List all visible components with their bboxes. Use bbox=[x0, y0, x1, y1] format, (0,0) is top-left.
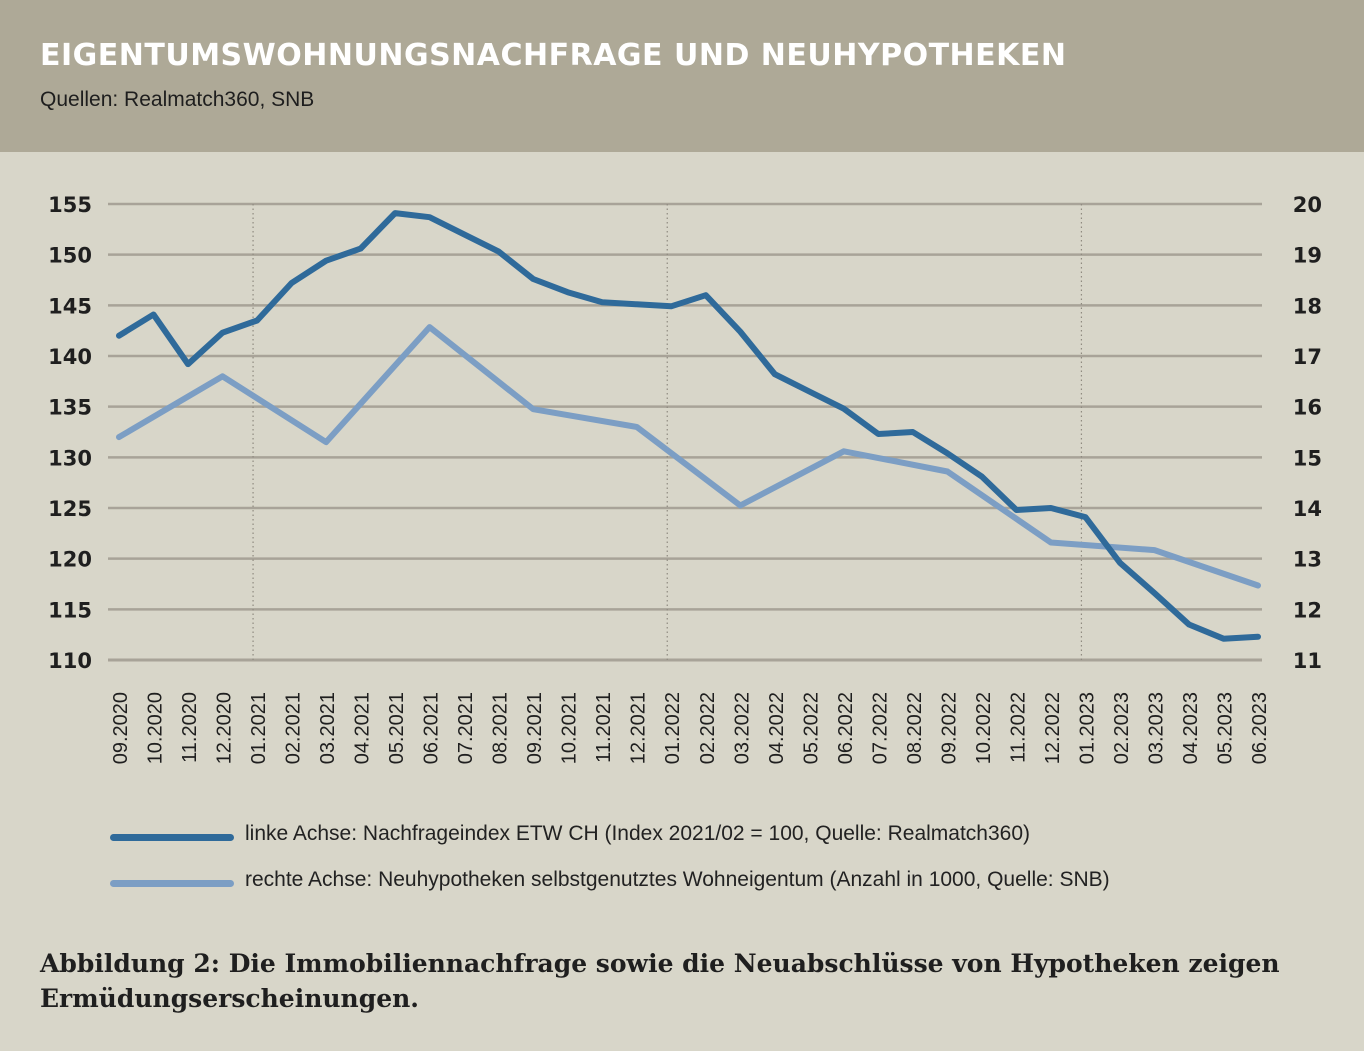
series-lines bbox=[116, 210, 1261, 642]
series-line-demand-index bbox=[116, 210, 1261, 642]
x-tick-label: 06.2021 bbox=[421, 692, 443, 764]
x-tick-label: 07.2021 bbox=[455, 692, 477, 764]
x-tick-label: 10.2021 bbox=[559, 692, 581, 764]
x-tick-label: 03.2022 bbox=[731, 692, 753, 764]
x-tick-label: 12.2020 bbox=[214, 692, 236, 764]
x-tick-label: 01.2022 bbox=[662, 692, 684, 764]
left-axis-ticks: 155 150 145 140 135 130 125 120 115 110 bbox=[48, 193, 92, 673]
legend-swatch-demand-index bbox=[110, 834, 234, 841]
x-tick-label: 04.2021 bbox=[352, 692, 374, 764]
x-tick-label: 04.2022 bbox=[766, 692, 788, 764]
x-tick-label: 03.2023 bbox=[1145, 692, 1167, 764]
legend-swatch-new-mortgages bbox=[110, 880, 234, 887]
x-tick-label: 08.2021 bbox=[490, 692, 512, 764]
x-tick-label: 11.2022 bbox=[1007, 692, 1029, 763]
left-tick-label: 130 bbox=[48, 446, 92, 470]
series-line-new-mortgages bbox=[116, 324, 1261, 589]
right-tick-label: 15 bbox=[1293, 446, 1322, 470]
right-tick-label: 12 bbox=[1293, 598, 1322, 622]
x-tick-label: 09.2022 bbox=[938, 692, 960, 764]
legend-label-new-mortgages: rechte Achse: Neuhypotheken selbstgenutz… bbox=[245, 868, 1110, 891]
x-tick-label: 06.2022 bbox=[835, 692, 857, 764]
line-chart: 155 150 145 140 135 130 125 120 115 110 20 19 18 17 1… bbox=[48, 193, 1322, 764]
x-tick-label: 04.2023 bbox=[1180, 692, 1202, 764]
right-tick-label: 14 bbox=[1293, 497, 1322, 521]
x-tick-label: 02.2023 bbox=[1111, 692, 1133, 764]
left-tick-label: 140 bbox=[48, 345, 92, 369]
legend-label-demand-index: linke Achse: Nachfrageindex ETW CH (Inde… bbox=[245, 822, 1031, 845]
figure-caption: Abbildung 2: Die Immobiliennachfrage sow… bbox=[40, 949, 1280, 1013]
x-tick-label: 05.2023 bbox=[1214, 692, 1236, 764]
right-tick-label: 13 bbox=[1293, 548, 1322, 572]
x-tick-label: 02.2021 bbox=[283, 692, 305, 764]
x-tick-label: 11.2021 bbox=[593, 692, 615, 763]
left-tick-label: 145 bbox=[48, 294, 92, 318]
x-axis-ticks: 09.2020 10.2020 11.2020 12.2020 01.2021 02.20… bbox=[110, 692, 1271, 764]
right-tick-label: 16 bbox=[1293, 396, 1322, 420]
x-tick-label: 03.2021 bbox=[317, 692, 339, 764]
x-tick-label: 12.2021 bbox=[628, 692, 650, 764]
grid-lines bbox=[108, 202, 1262, 662]
x-tick-label: 12.2022 bbox=[1042, 692, 1064, 764]
x-tick-label: 09.2020 bbox=[110, 692, 132, 764]
x-tick-label: 07.2022 bbox=[869, 692, 891, 764]
chart-title: EIGENTUMSWOHNUNGSNACHFRAGE UND NEUHYPOTH… bbox=[40, 38, 1067, 73]
left-tick-label: 135 bbox=[48, 396, 92, 420]
right-axis-ticks: 20 19 18 17 16 15 14 13 12 11 bbox=[1293, 193, 1322, 673]
right-tick-label: 19 bbox=[1293, 244, 1322, 268]
x-tick-label: 01.2023 bbox=[1076, 692, 1098, 764]
left-tick-label: 155 bbox=[48, 193, 92, 217]
x-tick-label: 02.2022 bbox=[697, 692, 719, 764]
right-tick-label: 18 bbox=[1293, 294, 1322, 318]
x-tick-label: 01.2021 bbox=[248, 692, 270, 764]
x-tick-label: 10.2020 bbox=[145, 692, 167, 764]
x-tick-label: 05.2021 bbox=[386, 692, 408, 764]
chart-source: Quellen: Realmatch360, SNB bbox=[40, 88, 315, 111]
right-tick-label: 20 bbox=[1293, 193, 1322, 217]
left-tick-label: 150 bbox=[48, 244, 92, 268]
x-tick-label: 08.2022 bbox=[904, 692, 926, 764]
x-tick-label: 11.2020 bbox=[179, 692, 201, 763]
right-tick-label: 11 bbox=[1293, 649, 1322, 673]
header-band: EIGENTUMSWOHNUNGSNACHFRAGE UND NEUHYPOTH… bbox=[0, 0, 1364, 152]
left-tick-label: 120 bbox=[48, 548, 92, 572]
x-tick-label: 05.2022 bbox=[800, 692, 822, 764]
left-tick-label: 125 bbox=[48, 497, 92, 521]
left-tick-label: 115 bbox=[48, 598, 92, 622]
x-tick-label: 10.2022 bbox=[973, 692, 995, 764]
right-tick-label: 17 bbox=[1293, 345, 1322, 369]
left-tick-label: 110 bbox=[48, 649, 92, 673]
year-dividers bbox=[252, 204, 1083, 660]
x-tick-label: 06.2023 bbox=[1249, 692, 1271, 764]
x-tick-label: 09.2021 bbox=[524, 692, 546, 764]
